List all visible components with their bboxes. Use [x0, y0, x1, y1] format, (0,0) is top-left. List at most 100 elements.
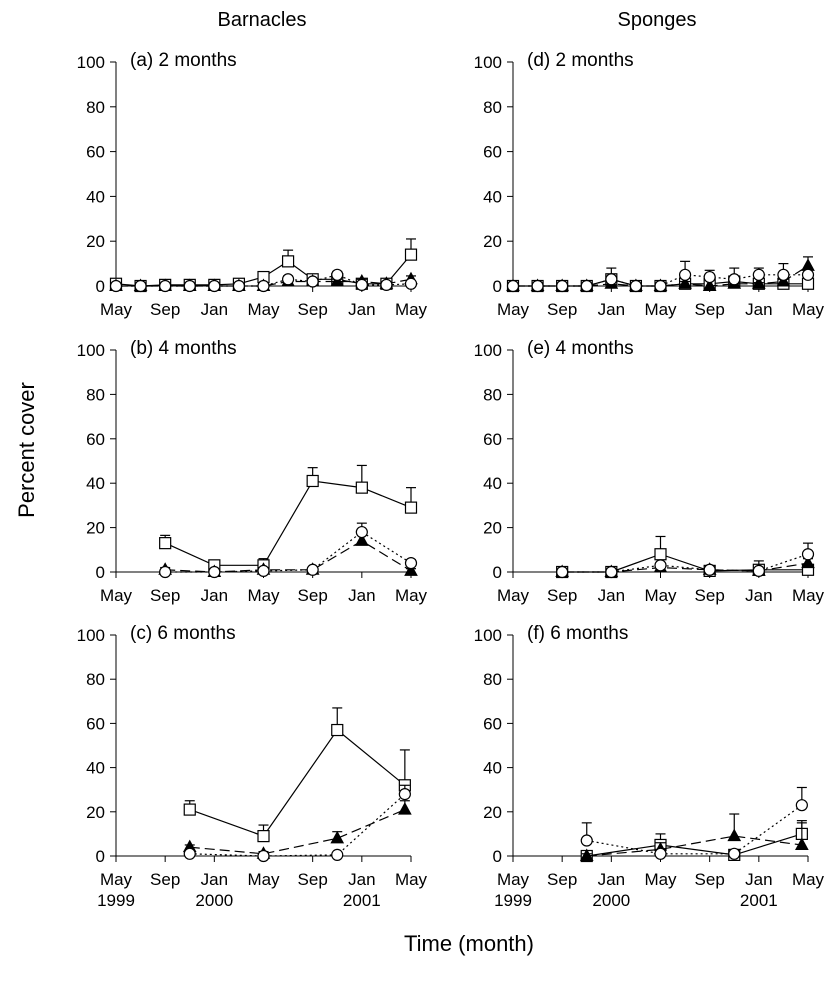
data-point-circle — [331, 268, 344, 281]
data-point-circle — [306, 275, 319, 288]
y-tick-label: 20 — [86, 519, 105, 538]
data-point-circle — [703, 563, 716, 576]
data-point-circle — [703, 270, 716, 284]
data-point-circle — [605, 273, 618, 286]
data-point-circle — [752, 268, 765, 281]
x-tick-label: May — [247, 586, 280, 605]
x-tick-label: Jan — [201, 300, 228, 319]
chart-panel-5: 0 20 40 60 80 100 May 1999 Sep Jan 2000 May Sep Jan 20… — [474, 623, 825, 910]
x-tick-label: May — [644, 870, 677, 889]
x-tick-label: May — [644, 586, 677, 605]
y-tick-label: 80 — [483, 98, 502, 117]
y-tick-label: 100 — [77, 626, 105, 645]
y-tick-label: 40 — [86, 187, 105, 206]
y-tick-label: 100 — [474, 341, 502, 360]
series-circle-open — [159, 522, 418, 579]
data-point-square — [306, 474, 319, 488]
x-tick-label: May — [100, 586, 133, 605]
y-tick-label: 40 — [86, 474, 105, 493]
panels: 0 20 40 60 80 100 May Sep Jan May Sep Jan May (a) 2 m… — [77, 50, 825, 910]
x-tick-label: 2000 — [592, 891, 630, 910]
data-point-circle — [306, 563, 319, 576]
data-point-triangle — [354, 533, 369, 546]
series-line — [586, 804, 803, 855]
x-tick-label: May — [644, 300, 677, 319]
data-point-square — [183, 803, 196, 816]
data-point-circle — [159, 565, 172, 579]
data-point-triangle — [579, 848, 594, 861]
y-tick-label: 100 — [474, 626, 502, 645]
x-tick-label: May — [792, 300, 825, 319]
y-tick-label: 80 — [86, 670, 105, 689]
x-tick-label: Jan — [598, 586, 625, 605]
x-tick-label: May — [792, 870, 825, 889]
x-tick-label: 2001 — [740, 891, 778, 910]
series-square-open — [556, 535, 815, 579]
data-point-circle — [257, 279, 270, 293]
series-triangle-filled — [555, 555, 815, 577]
x-tick-label: May — [792, 586, 825, 605]
x-tick-label: May — [100, 870, 133, 889]
panel-label: (a) 2 months — [130, 50, 237, 71]
x-tick-label: Jan — [745, 870, 772, 889]
data-point-circle — [134, 279, 147, 293]
data-point-circle — [556, 565, 569, 579]
x-tick-label: May — [395, 300, 428, 319]
x-tick-label: May — [497, 300, 530, 319]
x-tick-label: Jan — [348, 586, 375, 605]
data-point-square — [281, 255, 295, 268]
y-tick-label: 20 — [483, 519, 502, 538]
x-tick-label: Jan — [348, 870, 375, 889]
data-point-circle — [109, 279, 123, 293]
x-tick-label: May — [497, 586, 530, 605]
x-tick-label: Jan — [598, 870, 625, 889]
series-triangle-filled — [182, 800, 412, 859]
y-tick-label: 60 — [86, 143, 105, 162]
data-point-circle — [629, 279, 643, 293]
x-axis-title: Time (month) — [404, 931, 534, 956]
y-tick-label: 100 — [77, 53, 105, 72]
data-point-circle — [752, 564, 765, 577]
y-tick-label: 20 — [86, 803, 105, 822]
data-point-triangle — [404, 563, 418, 576]
data-point-circle — [777, 268, 790, 281]
data-point-circle — [801, 548, 815, 561]
data-point-circle — [159, 279, 172, 293]
x-tick-label: Sep — [547, 870, 577, 889]
x-tick-label: Jan — [201, 870, 228, 889]
series-square-open — [159, 464, 418, 572]
data-point-circle — [183, 847, 196, 860]
x-tick-label: May — [497, 870, 530, 889]
x-tick-label: May — [247, 870, 280, 889]
x-tick-label: Sep — [695, 300, 725, 319]
series-line — [586, 833, 803, 857]
data-point-triangle — [795, 837, 809, 850]
data-point-circle — [678, 268, 692, 281]
x-tick-label: 2000 — [195, 891, 233, 910]
series-circle-open — [556, 542, 815, 579]
y-tick-label: 60 — [483, 714, 502, 733]
x-tick-label: 1999 — [97, 891, 135, 910]
y-tick-label: 20 — [483, 232, 502, 251]
data-point-circle — [355, 525, 368, 539]
data-point-circle — [531, 279, 544, 293]
x-tick-label: May — [100, 300, 133, 319]
y-tick-label: 0 — [96, 847, 105, 866]
data-point-circle — [281, 273, 295, 286]
data-point-circle — [232, 279, 246, 293]
data-point-square — [404, 501, 418, 514]
data-point-circle — [208, 279, 221, 293]
y-tick-label: 80 — [86, 98, 105, 117]
data-point-triangle — [727, 828, 742, 842]
x-tick-label: Jan — [745, 586, 772, 605]
y-tick-label: 80 — [483, 385, 502, 404]
series-triangle-filled — [579, 813, 809, 861]
x-tick-label: May — [247, 300, 280, 319]
data-point-circle — [654, 847, 667, 860]
y-tick-label: 40 — [483, 187, 502, 206]
series-circle-open — [506, 260, 815, 293]
y-tick-label: 60 — [86, 714, 105, 733]
x-tick-label: Jan — [598, 300, 625, 319]
data-point-circle — [556, 279, 569, 293]
y-tick-label: 40 — [483, 474, 502, 493]
